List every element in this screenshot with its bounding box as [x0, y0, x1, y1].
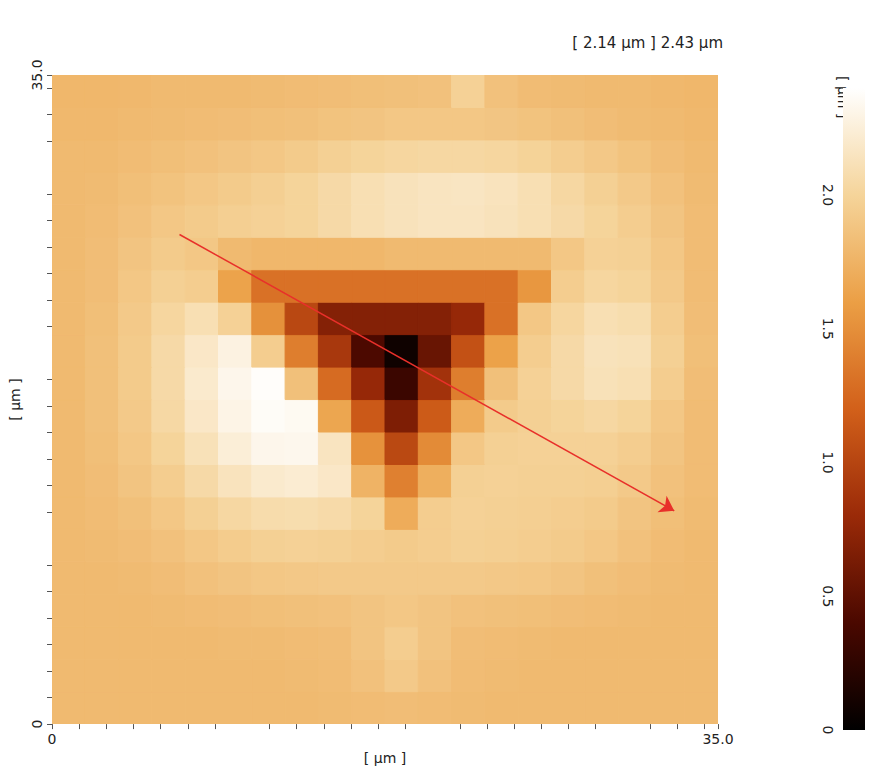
svg-text:[ µm ]: [ µm ]: [364, 750, 406, 766]
svg-text:2.0: 2.0: [820, 184, 836, 206]
svg-text:0: 0: [29, 720, 45, 729]
svg-text:35.0: 35.0: [29, 59, 45, 90]
svg-text:0: 0: [48, 731, 57, 747]
svg-text:35.0: 35.0: [702, 731, 733, 747]
svg-text:[ 2.14 µm ] 2.43 µm: [ 2.14 µm ] 2.43 µm: [572, 34, 723, 52]
svg-text:1.0: 1.0: [820, 451, 836, 473]
svg-text:1.5: 1.5: [820, 318, 836, 340]
svg-text:0: 0: [820, 726, 836, 735]
svg-text:0.5: 0.5: [820, 585, 836, 607]
svg-text:[ µm ]: [ µm ]: [7, 378, 23, 420]
